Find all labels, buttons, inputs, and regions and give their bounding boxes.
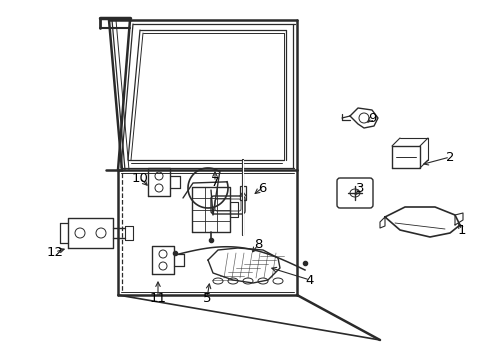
Text: 10: 10 bbox=[131, 171, 148, 185]
Text: 5: 5 bbox=[203, 292, 211, 305]
Text: 9: 9 bbox=[367, 112, 375, 125]
Text: 3: 3 bbox=[355, 181, 364, 194]
Text: 2: 2 bbox=[445, 150, 453, 163]
Text: 7: 7 bbox=[210, 176, 219, 189]
Text: 8: 8 bbox=[253, 239, 262, 252]
Bar bbox=[240, 186, 245, 200]
Text: 1: 1 bbox=[457, 224, 465, 237]
Text: 11: 11 bbox=[149, 292, 166, 305]
Text: 6: 6 bbox=[257, 181, 265, 194]
Text: 4: 4 bbox=[305, 274, 314, 287]
Text: 12: 12 bbox=[46, 246, 63, 258]
